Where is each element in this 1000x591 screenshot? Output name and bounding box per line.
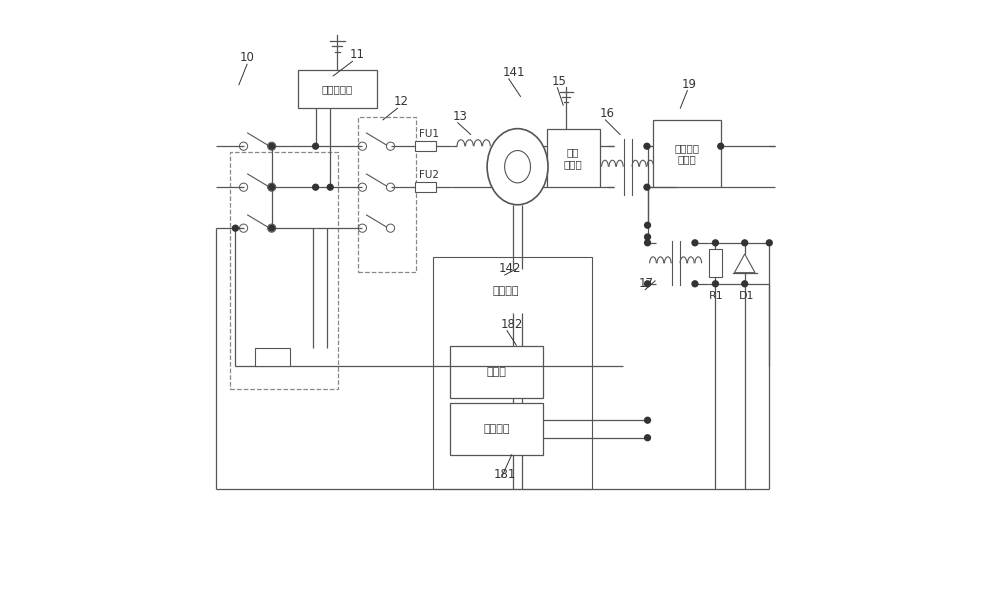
Circle shape (269, 143, 275, 149)
Circle shape (644, 184, 650, 190)
Bar (255, 348, 290, 366)
Text: 141: 141 (502, 66, 525, 79)
Text: 蓄电池: 蓄电池 (487, 367, 506, 377)
Circle shape (313, 184, 319, 190)
Ellipse shape (487, 129, 548, 204)
Text: 开关电源: 开关电源 (483, 424, 510, 434)
Circle shape (645, 222, 650, 228)
Bar (415, 141, 436, 151)
Polygon shape (734, 254, 755, 272)
Circle shape (742, 281, 748, 287)
FancyBboxPatch shape (547, 129, 600, 187)
Bar (415, 182, 436, 193)
Circle shape (644, 143, 650, 149)
Text: 13: 13 (453, 110, 467, 123)
FancyBboxPatch shape (433, 258, 592, 489)
Text: 电源检测
控制器: 电源检测 控制器 (675, 143, 700, 164)
Text: 12: 12 (394, 95, 409, 108)
Text: FU1: FU1 (419, 129, 439, 139)
Text: 第一避雷器: 第一避雷器 (322, 84, 353, 94)
Bar (709, 249, 722, 277)
Circle shape (692, 240, 698, 246)
Circle shape (645, 281, 650, 287)
Circle shape (713, 281, 718, 287)
Text: D1: D1 (739, 291, 754, 301)
Circle shape (645, 417, 650, 423)
Circle shape (713, 240, 718, 246)
Text: 182: 182 (501, 317, 524, 330)
Circle shape (645, 435, 650, 441)
Text: 第二
避雷器: 第二 避雷器 (564, 147, 583, 168)
Circle shape (313, 143, 319, 149)
Ellipse shape (505, 151, 531, 183)
Circle shape (232, 225, 238, 231)
FancyBboxPatch shape (450, 403, 543, 454)
Circle shape (692, 281, 698, 287)
Circle shape (718, 143, 724, 149)
Text: 10: 10 (239, 51, 254, 64)
FancyBboxPatch shape (298, 70, 377, 108)
Text: 19: 19 (682, 77, 697, 90)
FancyBboxPatch shape (436, 269, 575, 313)
Text: 181: 181 (494, 467, 517, 480)
FancyBboxPatch shape (450, 346, 543, 398)
Circle shape (766, 240, 772, 246)
Text: R1: R1 (708, 291, 723, 301)
Text: 15: 15 (552, 74, 566, 87)
Text: 142: 142 (499, 262, 521, 275)
Circle shape (327, 184, 333, 190)
Text: 16: 16 (600, 107, 615, 120)
Text: 11: 11 (350, 48, 365, 61)
Circle shape (269, 184, 275, 190)
FancyBboxPatch shape (653, 120, 721, 187)
Text: 检测单元: 检测单元 (492, 286, 519, 296)
Text: 17: 17 (639, 277, 654, 290)
Circle shape (645, 240, 650, 246)
Circle shape (742, 240, 748, 246)
Text: FU2: FU2 (419, 170, 439, 180)
Circle shape (645, 234, 650, 240)
Circle shape (269, 225, 275, 231)
